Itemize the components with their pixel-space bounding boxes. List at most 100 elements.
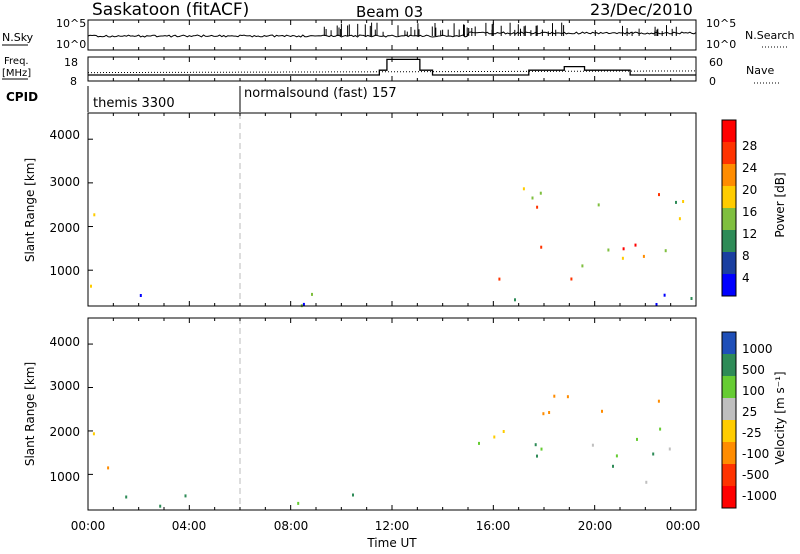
power-colorbar-swatch xyxy=(722,208,736,231)
velocity-colorbar-swatch xyxy=(722,376,736,399)
power-cell xyxy=(597,203,600,207)
frequency-panel: Freq. [MHz] 18 8 60 0 Nave xyxy=(2,56,780,88)
velocity-cell xyxy=(553,394,556,398)
power-cell xyxy=(642,254,645,258)
vel-cbar-tick-m500: -500 xyxy=(742,468,769,482)
vel-cbar-tick-100: 100 xyxy=(742,384,765,398)
velocity-cell xyxy=(645,480,648,484)
velocity-cell xyxy=(548,411,551,414)
power-cell xyxy=(522,187,525,191)
power-cell xyxy=(90,284,92,288)
power-cell xyxy=(621,256,624,260)
velocity-colorbar-label: Velocity [m s⁻¹] xyxy=(773,371,787,464)
freq-left-tick-bottom: 8 xyxy=(70,75,77,88)
velocity-colorbar-swatch xyxy=(722,332,736,355)
velocity-panel-frame xyxy=(87,317,697,511)
power-colorbar-ticks: 28 24 20 16 12 8 4 xyxy=(742,139,757,285)
power-ytick-2000: 2000 xyxy=(49,221,80,235)
velocity-ytick-4000: 4000 xyxy=(49,335,80,349)
power-cell xyxy=(531,196,534,200)
power-yticks: 4000 3000 2000 1000 xyxy=(49,128,93,475)
velocity-ylabel: Slant Range [km] xyxy=(23,362,37,466)
velocity-colorbar-swatch xyxy=(722,398,736,421)
freq-left-tick-top: 18 xyxy=(64,56,78,69)
freq-right-label: Nave xyxy=(746,64,774,77)
power-colorbar-swatch xyxy=(722,142,736,165)
noise-panel: N.Sky 10^5 10^0 10^5 10^0 N.Search xyxy=(2,17,795,51)
power-colorbar-swatch xyxy=(722,274,736,297)
xaxis-label: Time UT xyxy=(366,536,417,550)
velocity-colorbar xyxy=(721,331,737,509)
power-cell xyxy=(690,297,693,300)
velocity-colorbar-swatch xyxy=(722,420,736,443)
power-cell xyxy=(311,292,313,296)
power-colorbar-swatch xyxy=(722,230,736,253)
xtick-1: 04:00 xyxy=(172,519,207,533)
velocity-cell xyxy=(502,430,505,433)
power-colorbar-swatch xyxy=(722,186,736,209)
time-axis: 00:00 04:00 08:00 12:00 16:00 20:00 00:0… xyxy=(71,20,701,550)
power-cbar-tick-12: 12 xyxy=(742,227,757,241)
velocity-yticks: 4000 3000 2000 1000 xyxy=(49,335,80,484)
velocity-cell xyxy=(493,435,496,439)
station-title: Saskatoon (fitACF) xyxy=(92,0,249,20)
power-cell xyxy=(498,277,501,281)
power-cell xyxy=(139,294,142,297)
power-panel-frame xyxy=(87,112,697,307)
velocity-ytick-2000: 2000 xyxy=(49,425,80,439)
velocity-cell xyxy=(615,454,618,458)
velocity-cell xyxy=(478,441,480,445)
power-cell xyxy=(634,243,637,247)
velocity-cell xyxy=(536,454,538,458)
power-cell xyxy=(581,264,584,268)
velocity-cell xyxy=(297,501,300,505)
noise-left-tick-top: 10^5 xyxy=(56,17,86,30)
xtick-5: 20:00 xyxy=(578,519,613,533)
velocity-colorbar-ticks: 1000 500 100 25 -25 -100 -500 -1000 xyxy=(742,342,777,503)
noise-sky-series xyxy=(87,31,697,38)
velocity-cell xyxy=(159,504,162,508)
power-cbar-tick-8: 8 xyxy=(742,249,750,263)
power-colorbar-swatch xyxy=(722,252,736,275)
power-ytick-1000: 1000 xyxy=(49,264,80,278)
noise-right-label: N.Search xyxy=(745,29,795,42)
power-cell xyxy=(682,200,685,203)
power-cell xyxy=(514,298,516,302)
noise-right-tick-top: 10^5 xyxy=(706,17,736,30)
velocity-cell xyxy=(352,493,354,497)
vel-cbar-tick-1000: 1000 xyxy=(742,342,773,356)
xtick-0: 00:00 xyxy=(71,519,106,533)
frequency-series xyxy=(88,58,696,76)
power-cbar-tick-4: 4 xyxy=(742,271,750,285)
power-cell xyxy=(655,303,658,306)
velocity-cell xyxy=(601,409,603,413)
power-cbar-tick-16: 16 xyxy=(742,205,757,219)
cpid-row: CPID themis 3300 normalsound (fast) 157 xyxy=(6,86,397,112)
velocity-colorbar-swatch xyxy=(722,442,736,465)
noise-right-tick-bottom: 10^0 xyxy=(706,38,736,51)
power-cell xyxy=(570,277,573,281)
velocity-ytick-1000: 1000 xyxy=(49,470,80,484)
freq-label-line1: Freq. xyxy=(4,56,29,67)
nave-series xyxy=(87,70,697,74)
power-colorbar-frame xyxy=(721,119,737,297)
date-title: 23/Dec/2010 xyxy=(590,0,693,19)
velocity-cell xyxy=(184,494,187,498)
power-cell xyxy=(658,193,660,197)
beam-title: Beam 03 xyxy=(356,3,423,21)
power-colorbar xyxy=(721,119,737,297)
power-ytick-4000: 4000 xyxy=(49,128,80,142)
power-cell xyxy=(664,249,667,253)
power-cell xyxy=(607,248,610,252)
power-cell xyxy=(539,191,542,195)
velocity-cell xyxy=(107,466,110,470)
xtick-3: 12:00 xyxy=(375,519,410,533)
cpid-segment-0: themis 3300 xyxy=(93,96,175,111)
velocity-heatmap xyxy=(92,394,671,508)
xtick-6: 00:00 xyxy=(666,519,701,533)
velocity-cell xyxy=(636,437,638,441)
noise-left-tick-bottom: 10^0 xyxy=(56,38,86,51)
vel-cbar-tick-500: 500 xyxy=(742,363,765,377)
velocity-panel: Slant Range [km] 4000 3000 2000 1000 100… xyxy=(23,317,787,511)
